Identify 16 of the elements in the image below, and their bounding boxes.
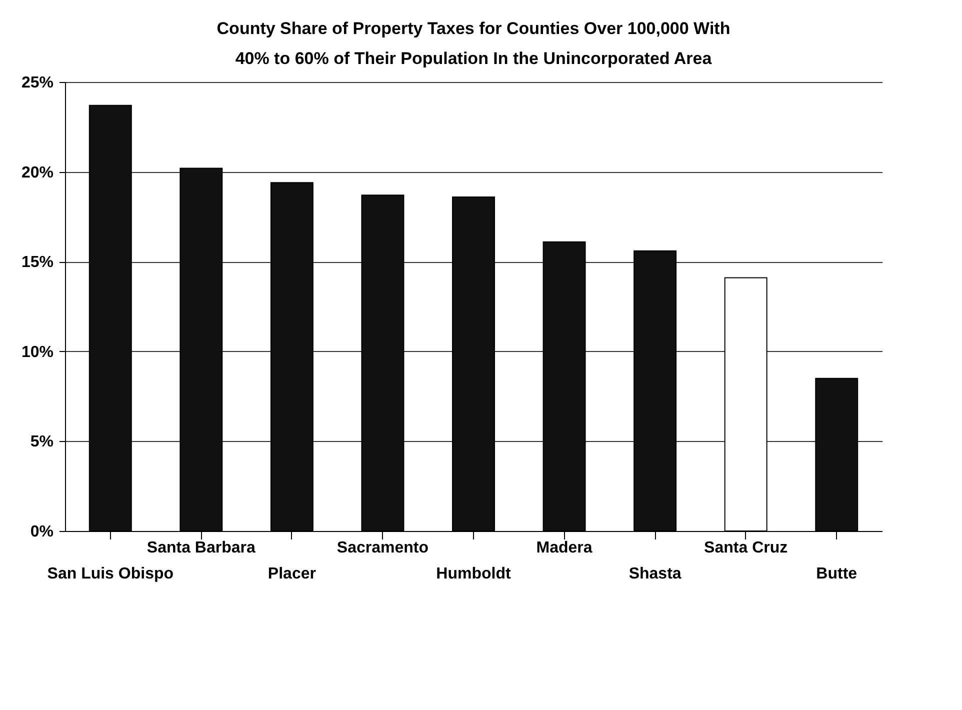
x-tick-label: Placer	[268, 566, 316, 582]
chart-title: County Share of Property Taxes for Counties Over 100,000 With 40% to 60% of Their Population In the Unincorporated Area	[216, 19, 730, 68]
x-tick-label: Santa Barbara	[146, 540, 256, 556]
y-tick-label: 10%	[21, 344, 54, 361]
x-tick-label: Butte	[816, 566, 858, 582]
x-tick-label: Humboldt	[436, 566, 512, 582]
x-tick-label: Santa Cruz	[704, 540, 788, 556]
y-tick-label: 0%	[30, 524, 54, 540]
x-tick-label: Sacramento	[336, 540, 429, 556]
y-tick-label: 25%	[21, 74, 54, 92]
y-tick-label: 15%	[21, 254, 54, 272]
x-tick-label: San Luis Obispo	[47, 566, 174, 582]
y-tick-label: 20%	[21, 164, 54, 182]
x-tick-label: Shasta	[628, 566, 682, 582]
y-tick-label: 5%	[30, 434, 54, 451]
x-tick-label: Madera	[536, 540, 592, 556]
